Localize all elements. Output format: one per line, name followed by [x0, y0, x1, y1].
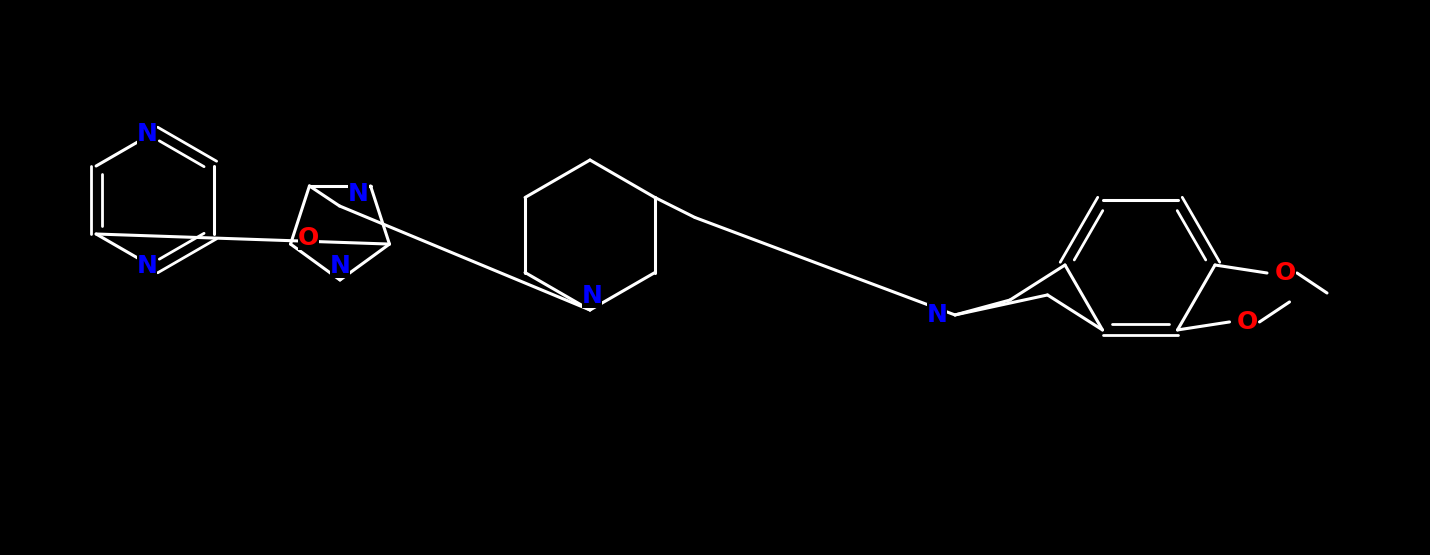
- Text: N: N: [582, 284, 602, 308]
- Text: N: N: [136, 122, 157, 146]
- Text: N: N: [136, 254, 157, 278]
- Text: O: O: [1274, 261, 1296, 285]
- Text: O: O: [1237, 310, 1258, 334]
- Text: N: N: [927, 303, 948, 327]
- Text: O: O: [297, 226, 319, 250]
- Text: N: N: [347, 182, 369, 206]
- Text: N: N: [329, 254, 350, 278]
